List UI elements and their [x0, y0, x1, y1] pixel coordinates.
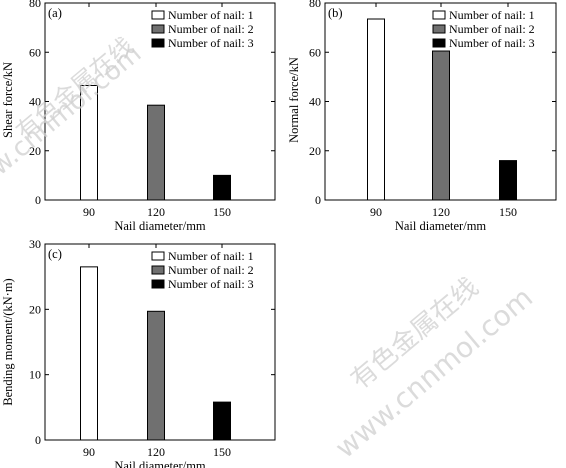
legend-swatch — [432, 38, 446, 48]
y-axis-label: Bending moment/(kN·m) — [1, 278, 15, 405]
y-tick-label: 60 — [309, 45, 321, 59]
y-tick-label: 60 — [29, 45, 41, 59]
y-tick-label: 80 — [29, 0, 41, 10]
x-tick-label: 120 — [432, 205, 450, 219]
chart-panel-3: 0 10 20 30 90 120 150 (c) Nail diameter/mm Bendin… — [1, 237, 276, 468]
legend-label: Number of nail: 3 — [168, 277, 254, 291]
legend-label: Number of nail: 3 — [449, 36, 535, 50]
bar-150-nails-3 — [499, 160, 517, 201]
legend-label: Number of nail: 1 — [168, 8, 254, 22]
x-tick-label: 150 — [213, 445, 231, 459]
bar-120-nails-2 — [147, 104, 165, 201]
legend-swatch — [432, 10, 446, 20]
legend-swatch — [151, 38, 165, 48]
bar-90-nails-1 — [80, 266, 98, 441]
x-axis-label: Nail diameter/mm — [114, 219, 206, 233]
x-axis-label: Nail diameter/mm — [114, 459, 206, 468]
y-tick-label: 40 — [309, 95, 321, 109]
legend-label: Number of nail: 1 — [449, 8, 535, 22]
legend-swatch — [432, 24, 446, 34]
panel-label: (b) — [328, 6, 343, 20]
bar-120-nails-2 — [147, 310, 165, 441]
legend-label: Number of nail: 2 — [449, 22, 535, 36]
bar-90-nails-1 — [80, 84, 98, 201]
bar-120-nails-2 — [432, 50, 450, 201]
panel-label: (a) — [48, 6, 62, 20]
legend-swatch — [151, 251, 165, 261]
y-tick-label: 20 — [309, 144, 321, 158]
bar-90-nails-1 — [367, 18, 385, 201]
legend-swatch — [151, 265, 165, 275]
y-tick-label: 20 — [29, 302, 41, 316]
legend-label: Number of nail: 3 — [168, 36, 254, 50]
y-tick-label: 20 — [29, 144, 41, 158]
x-axis-label: Nail diameter/mm — [395, 219, 487, 233]
x-tick-label: 150 — [499, 205, 517, 219]
x-tick-label: 90 — [83, 445, 95, 459]
legend-swatch — [151, 10, 165, 20]
chart-panel-1: 0 20 40 60 80 90 120 150 (a) Nail diameter/mm Shea… — [1, 0, 276, 233]
panel-label: (c) — [48, 247, 62, 261]
y-tick-label: 0 — [35, 433, 41, 447]
chart-panel-2: 0 20 40 60 80 90 120 150 (b) Nail diameter/mm Norm… — [287, 0, 557, 233]
y-tick-label: 40 — [29, 95, 41, 109]
x-tick-label: 120 — [147, 205, 165, 219]
x-tick-label: 150 — [213, 205, 231, 219]
legend-label: Number of nail: 1 — [168, 249, 254, 263]
y-axis-label: Shear force/kN — [1, 62, 15, 138]
y-tick-label: 10 — [29, 368, 41, 382]
y-axis-label: Normal force/kN — [287, 57, 301, 143]
y-tick-label: 0 — [315, 193, 321, 207]
legend-swatch — [151, 279, 165, 289]
legend-label: Number of nail: 2 — [168, 263, 254, 277]
x-tick-label: 90 — [370, 205, 382, 219]
x-tick-label: 120 — [147, 445, 165, 459]
legend-swatch — [151, 24, 165, 34]
y-tick-label: 30 — [29, 237, 41, 251]
bar-150-nails-3 — [213, 401, 231, 441]
legend-label: Number of nail: 2 — [168, 22, 254, 36]
x-tick-label: 90 — [83, 205, 95, 219]
y-tick-label: 80 — [309, 0, 321, 10]
y-tick-label: 0 — [35, 193, 41, 207]
bar-150-nails-3 — [213, 174, 231, 201]
